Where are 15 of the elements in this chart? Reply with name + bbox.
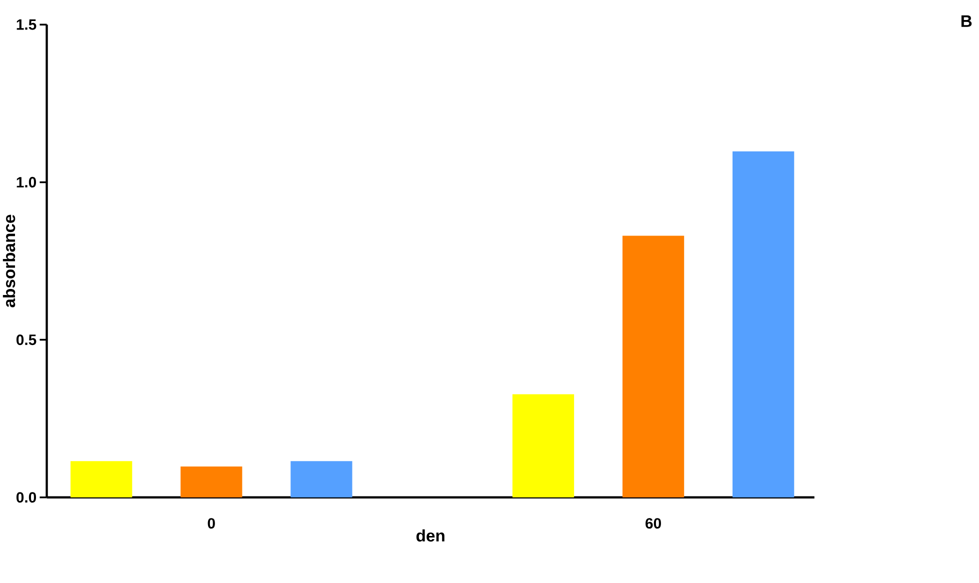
bar [732, 151, 794, 498]
text: B [961, 16, 972, 27]
y-tick-label: 0.0 [16, 492, 36, 503]
y-tick-label: 1.5 [16, 20, 36, 30]
bar [70, 461, 132, 498]
y-tick-label: 0.5 [16, 334, 36, 346]
y-tick-label: 1.0 [16, 177, 36, 188]
bar [180, 466, 242, 498]
bar [622, 236, 684, 498]
x-axis-title: den [416, 529, 444, 542]
bar [512, 394, 574, 498]
x-tick-label: 60 [646, 518, 661, 529]
bar [290, 461, 352, 498]
y-axis-title: absorbance [2, 214, 16, 308]
x-tick-label: 0 [208, 518, 215, 529]
